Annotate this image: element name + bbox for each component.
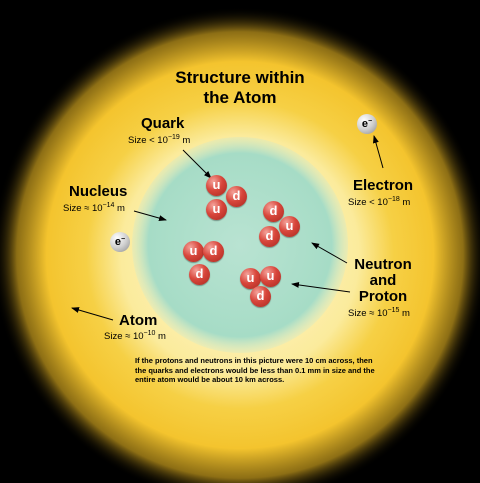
atom-size: Size ≈ 10−10 m xyxy=(104,330,166,342)
scale-note: If the protons and neutrons in this pict… xyxy=(135,356,375,384)
quark: d xyxy=(203,241,224,262)
quark: d xyxy=(263,201,284,222)
electron-size: Size < 10−18 m xyxy=(348,196,411,208)
electron-left: e− xyxy=(110,232,130,252)
atom-label: Atom xyxy=(119,312,158,329)
neutron-proton-label: Neutron and Proton xyxy=(354,256,412,305)
quark: u xyxy=(279,216,300,237)
quark-label: Quark xyxy=(141,115,185,132)
nucleus-size: Size ≈ 10−14 m xyxy=(63,202,125,214)
quark-arrow xyxy=(182,149,212,179)
nucleus-region xyxy=(132,137,348,353)
neutron-proton-arrow xyxy=(311,242,348,264)
quark: u xyxy=(206,175,227,196)
quark: d xyxy=(259,226,280,247)
nucleus-arrow xyxy=(133,210,167,221)
quark: d xyxy=(226,186,247,207)
proton-arrow xyxy=(291,281,351,293)
electron-arrow xyxy=(373,135,384,169)
quark: u xyxy=(240,268,261,289)
nucleus-label: Nucleus xyxy=(69,183,128,200)
electron-label: Electron xyxy=(353,177,414,194)
diagram-title: Structure within the Atom xyxy=(160,68,320,108)
neutron-proton-size: Size ≈ 10−15 m xyxy=(348,307,410,319)
electron-top-right: e− xyxy=(357,114,377,134)
quark: d xyxy=(189,264,210,285)
atom-arrow xyxy=(71,307,114,321)
quark: d xyxy=(250,286,271,307)
quark: u xyxy=(183,241,204,262)
quark-size: Size < 10−19 m xyxy=(128,134,191,146)
title-line-2: the Atom xyxy=(203,88,277,107)
quark: u xyxy=(260,266,281,287)
quark: u xyxy=(206,199,227,220)
title-line-1: Structure within xyxy=(175,68,305,87)
